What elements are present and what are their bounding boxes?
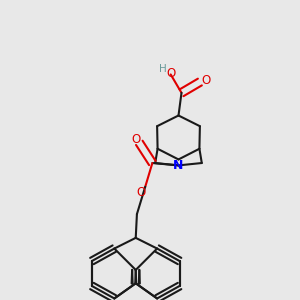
Text: O: O bbox=[132, 133, 141, 146]
Text: O: O bbox=[136, 186, 146, 199]
Text: N: N bbox=[173, 159, 184, 172]
Text: H: H bbox=[159, 64, 167, 74]
Text: O: O bbox=[166, 67, 175, 80]
Text: O: O bbox=[202, 74, 211, 87]
